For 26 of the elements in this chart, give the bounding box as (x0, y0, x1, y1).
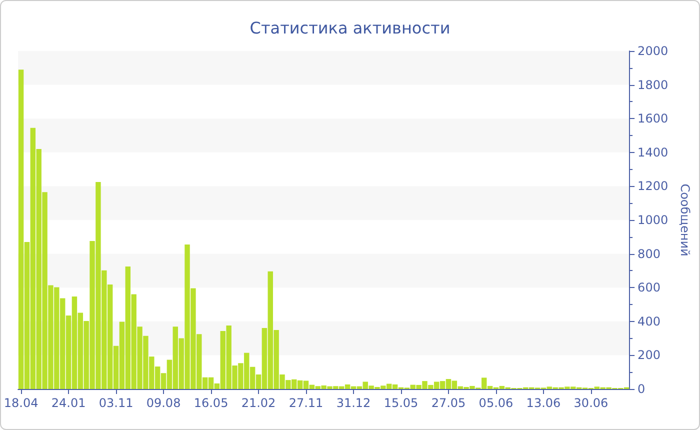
x-tick-label: 21.02 (241, 396, 276, 410)
y-tick-label: 1200 (638, 179, 668, 194)
x-tick-label: 16.05 (194, 396, 228, 410)
chart-title: Статистика активности (250, 18, 450, 38)
y-tick-label: 1600 (638, 112, 668, 126)
x-tick-label: 18.04 (4, 396, 38, 410)
x-tick-label: 13.06 (526, 396, 561, 410)
y-tick-label: 1400 (638, 145, 668, 160)
x-tick-label: 24.01 (51, 396, 86, 410)
y-axis-title: Сообщений (678, 184, 692, 256)
x-tick-label: 31.12 (336, 396, 371, 410)
x-tick-label: 03.11 (98, 396, 134, 410)
y-tick-label: 1000 (638, 213, 668, 227)
x-tick-label: 30.06 (574, 396, 608, 410)
x-tick-label: 05.06 (478, 396, 514, 410)
y-tick-label: 400 (638, 314, 660, 328)
x-tick-label: 09.08 (146, 396, 181, 410)
y-tick-label: 1800 (638, 78, 668, 92)
y-tick-label: 800 (638, 246, 660, 261)
y-tick-label: 200 (638, 348, 660, 362)
y-tick-label: 2000 (638, 44, 668, 58)
x-tick-label: 15.05 (384, 396, 418, 410)
y-tick-label: 600 (638, 280, 660, 295)
x-tick-label: 27.11 (288, 396, 324, 410)
y-tick-label: 0 (638, 382, 646, 396)
x-tick-label: 27.05 (431, 396, 466, 410)
